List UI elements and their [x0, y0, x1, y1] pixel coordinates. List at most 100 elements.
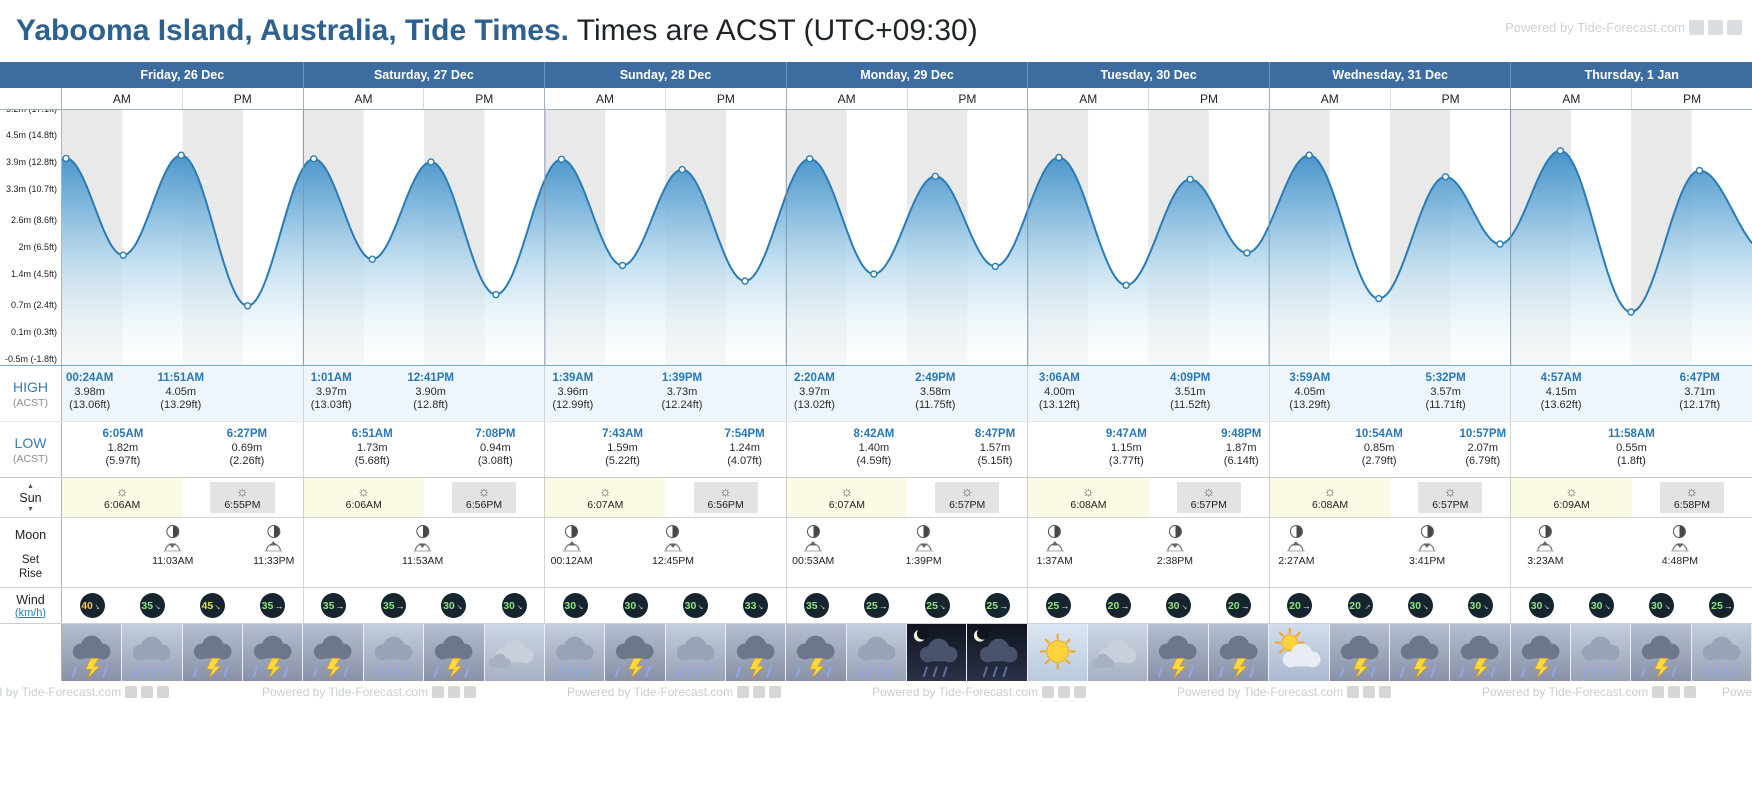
low-tide-entry: 7:54PM 1.24m (4.07ft) — [724, 428, 764, 469]
tide-high-day-4: 3:06AM 4.00m (13.12ft) 4:09PM 3.51m (11.52ft) — [1028, 366, 1270, 421]
weather-glyph — [1641, 635, 1680, 679]
facebook-icon — [1042, 686, 1055, 698]
wind-speed: 20 — [1349, 599, 1361, 612]
tide-area-fill — [5, 150, 1752, 365]
tide-time: 8:47PM — [974, 428, 1016, 440]
facebook-icon — [1652, 686, 1665, 698]
wind-cell-day-1: 35 → 35 → 30 → 30 → — [304, 588, 546, 623]
wind-direction-arrow: → — [513, 598, 528, 613]
high-tide-entry: 1:01AM 3.97m (13.03ft) — [311, 372, 352, 413]
pm-label: PM — [958, 92, 977, 106]
wind-indicator: 45 → — [199, 593, 225, 618]
weather-glyph — [1460, 635, 1499, 679]
wind-speed: 30 — [564, 599, 577, 612]
tide-time: 4:09PM — [1170, 372, 1211, 384]
sunset-time: 6:56PM — [707, 499, 744, 511]
y-axis-label: 5.2m (17.1ft) — [6, 110, 57, 114]
moon-phase-icon — [1289, 525, 1303, 538]
sunset-cell: ☼ 6:56PM — [424, 478, 544, 517]
footer-watermark: Powered by Tide-Forecast.com — [1177, 685, 1392, 699]
moon-set-entry: 3:41PM — [1409, 525, 1445, 567]
weather-glyph — [1158, 635, 1197, 679]
weather-night-storm-tile — [907, 624, 968, 681]
tide-time: 9:47AM — [1105, 428, 1147, 440]
tide-time: 4:57AM — [1540, 372, 1582, 384]
day-header-corner — [0, 62, 62, 88]
weather-storm-tile — [605, 624, 666, 681]
weather-glyph — [735, 635, 775, 679]
weather-glyph — [192, 635, 232, 679]
tide-extreme-dot — [1186, 175, 1194, 184]
wind-speed: 30 — [503, 599, 515, 612]
tide-time: 1:39AM — [552, 372, 594, 384]
tide-height-ft: (4.59ft) — [856, 455, 892, 467]
moon-set-entry: 12:45PM — [652, 525, 694, 567]
moon-rise-entry: 00:53AM — [792, 525, 834, 567]
tide-high-day-0: 00:24AM 3.98m (13.06ft) 11:51AM 4.05m (13.29f… — [62, 366, 304, 421]
sunrise-cell: ☼ 6:06AM — [62, 478, 183, 517]
weather-glyph — [313, 635, 352, 679]
wind-indicator: 35 → — [139, 593, 165, 618]
tide-height-m: 1.15m — [1111, 441, 1142, 454]
tide-height-ft: (5.68ft) — [354, 455, 390, 467]
tide-height-m: 3.71m — [1684, 385, 1715, 398]
watermark-text: Powered by Tide-Forecast.com — [872, 685, 1039, 699]
sunset-icon: ☼ — [1443, 483, 1457, 499]
weather-rain-tile — [122, 624, 183, 681]
pm-label: PM — [1200, 92, 1218, 106]
moon-rise-time: 11:33PM — [253, 555, 295, 567]
ampm-cell-day-2: AM PM — [545, 88, 787, 109]
facebook-icon[interactable] — [1689, 20, 1704, 35]
wind-speed: 30 — [1167, 599, 1180, 612]
watermark-text[interactable]: Powered by Tide-Forecast.com — [1505, 20, 1685, 35]
tide-height-ft: (2.79ft) — [1361, 455, 1397, 467]
moon-rise-entry: 1:37AM — [1037, 525, 1073, 567]
tide-low-day-3: 8:42AM 1.40m (4.59ft) 8:47PM 1.57m (5.15ft) — [787, 422, 1029, 477]
sunset-cell: ☼ 6:58PM — [1632, 478, 1752, 517]
twitter-icon[interactable] — [1708, 20, 1723, 35]
high-tide-row: HIGH (ACST) 00:24AM 3.98m (13.06ft) 11:51AM… — [0, 365, 1752, 421]
wind-speed: 35 — [141, 599, 154, 612]
y-axis-label: 2.6m (8.6ft) — [10, 215, 57, 226]
low-tide-entry: 6:05AM 1.82m (5.97ft) — [102, 428, 143, 469]
y-axis-label: 1.4m (4.5ft) — [10, 268, 57, 279]
tide-height-ft: (2.26ft) — [229, 455, 265, 467]
weather-rain-tile — [544, 624, 606, 681]
wind-speed: 30 — [624, 599, 637, 612]
wind-unit-link[interactable]: (km/h) — [14, 606, 47, 619]
wind-indicator: 30 → — [1467, 593, 1493, 618]
wind-direction-arrow: → — [91, 599, 105, 612]
location-title: Yabooma Island, Australia, Tide Times. — [16, 14, 569, 47]
wind-speed: 33 — [744, 599, 757, 612]
tide-height-ft: (12.24ft) — [661, 399, 703, 411]
tide-time: 11:58AM — [1608, 428, 1655, 440]
day-header-6: Thursday, 1 Jan — [1584, 68, 1679, 82]
wind-speed: 25 — [986, 599, 999, 612]
day-header-0: Friday, 26 Dec — [62, 62, 304, 88]
wind-indicator: 30 → — [1407, 593, 1433, 618]
tide-height-m: 3.58m — [919, 385, 951, 398]
wind-direction-arrow: → — [1359, 598, 1374, 613]
tide-time: 6:51AM — [351, 428, 393, 440]
tide-extreme-dot — [1055, 153, 1063, 162]
low-tide-row: LOW (ACST) 6:05AM 1.82m (5.97ft) 6:27PM 0.69… — [0, 421, 1752, 477]
tide-extreme-dot — [1375, 294, 1383, 303]
am-label: AM — [1028, 88, 1150, 109]
twitter-icon — [1363, 686, 1376, 698]
tide-height-m: 3.90m — [415, 385, 446, 398]
day-header-5: Wednesday, 31 Dec — [1270, 62, 1512, 88]
tide-height-m: 4.05m — [1294, 385, 1326, 398]
share-icon[interactable] — [1727, 20, 1742, 35]
ampm-cell-day-6: AM PM — [1511, 88, 1752, 109]
sunrise-icon: ☼ — [1565, 483, 1579, 499]
weather-partly-cloudy-tile — [1269, 624, 1330, 681]
wind-indicator: 25 → — [1709, 593, 1735, 618]
wind-indicator: 33 → — [743, 593, 769, 618]
weather-row — [0, 623, 1752, 681]
low-tide-entry: 8:42AM 1.40m (4.59ft) — [853, 428, 894, 469]
wind-indicator: 20 → — [1226, 593, 1252, 618]
tide-height-ft: (11.52ft) — [1170, 399, 1211, 411]
tide-height-m: 0.94m — [480, 441, 511, 454]
wind-indicator: 40 → — [79, 593, 105, 618]
sunset-icon: ☼ — [960, 483, 974, 499]
